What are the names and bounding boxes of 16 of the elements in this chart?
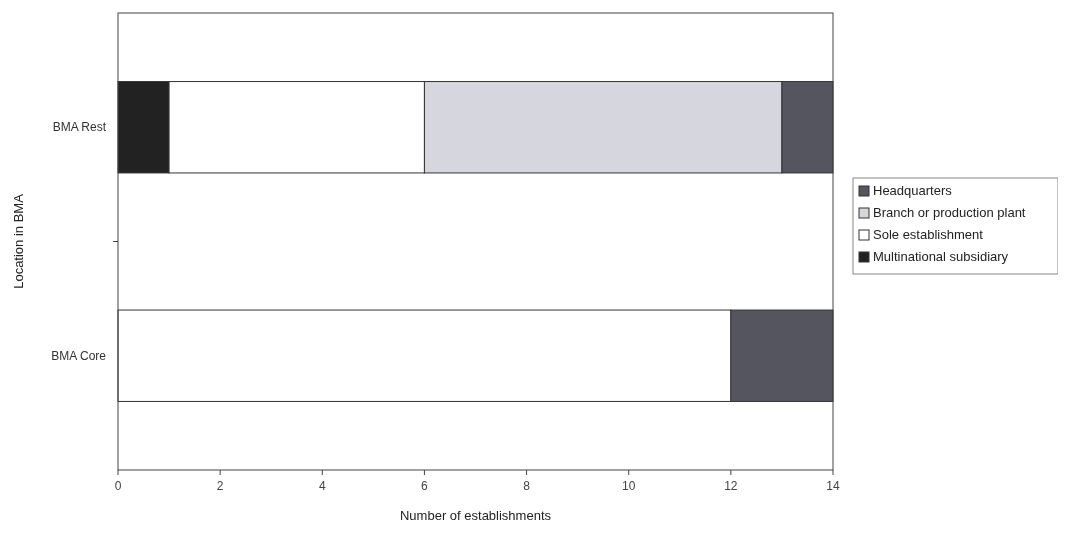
x-tick-label: 14 bbox=[826, 479, 840, 493]
legend-label: Multinational subsidiary bbox=[873, 249, 1009, 264]
x-tick-label: 4 bbox=[318, 479, 326, 493]
legend-label: Headquarters bbox=[873, 183, 953, 198]
x-tick-label: 10 bbox=[622, 479, 636, 493]
y-axis-title: Location in BMA bbox=[11, 193, 26, 289]
legend-label: Branch or production plant bbox=[873, 205, 1026, 220]
x-tick-label: 6 bbox=[421, 479, 429, 493]
y-tick-label: BMA Rest bbox=[52, 120, 107, 135]
x-tick-label: 8 bbox=[523, 479, 531, 493]
x-tick-label: 2 bbox=[216, 479, 224, 493]
y-tick-label: BMA Core bbox=[51, 348, 107, 363]
legend-label: Sole establishment bbox=[873, 227, 984, 242]
x-tick-label: 12 bbox=[724, 479, 738, 493]
x-tick-label: 0 bbox=[114, 479, 122, 493]
x-axis-title: Number of establishments bbox=[399, 508, 552, 523]
